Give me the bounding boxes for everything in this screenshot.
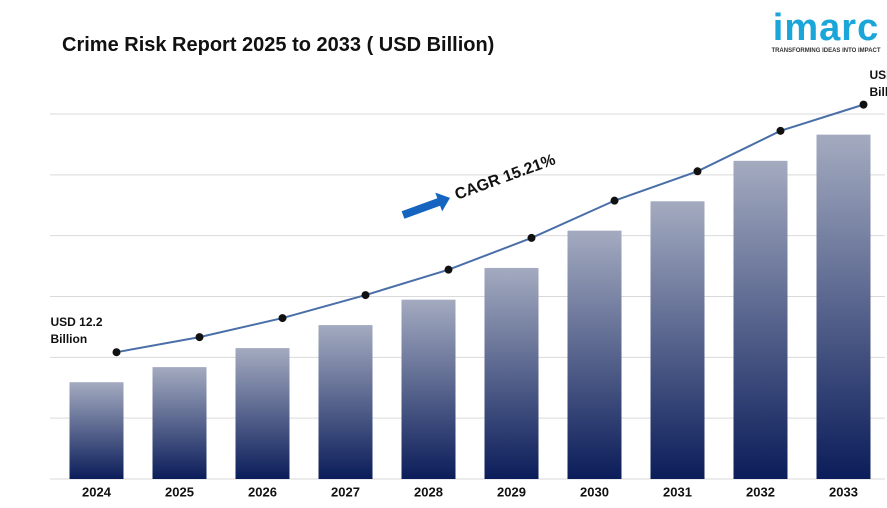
x-tick-label: 2026 (248, 484, 277, 499)
trend-point (776, 126, 785, 135)
x-tick-label: 2031 (663, 484, 692, 499)
trend-point (112, 348, 121, 357)
trend-line (116, 103, 864, 354)
chart-title: Crime Risk Report 2025 to 2033 ( USD Bil… (62, 34, 495, 56)
bar (733, 160, 788, 479)
marks (69, 134, 871, 480)
logo-name: imarc (772, 7, 880, 49)
value-label: USD 43.4 Billion (869, 67, 887, 99)
bar (484, 267, 539, 479)
x-tick-label: 2028 (414, 484, 443, 499)
trend-point (361, 291, 370, 300)
trend-point (610, 196, 619, 205)
bar (401, 299, 456, 479)
x-tick-label: 2032 (746, 484, 775, 499)
logo: imarc TRANSFORMING IDEAS INTO IMPACT (770, 8, 882, 54)
trend-point (859, 100, 868, 109)
trend-point (693, 167, 702, 176)
x-tick-label: 2024 (82, 484, 112, 499)
trend-point (195, 333, 204, 342)
annotation: CAGR 15.21% (401, 151, 558, 219)
bar (152, 367, 207, 479)
bar (318, 325, 373, 479)
bar (235, 348, 290, 479)
trend-point (278, 314, 287, 323)
x-tick-label: 2030 (580, 484, 609, 499)
bar (567, 230, 622, 479)
logo-tagline: TRANSFORMING IDEAS INTO IMPACT (771, 48, 881, 54)
bar (650, 201, 705, 480)
x-tick-label: 2027 (331, 484, 360, 499)
value-label: USD 12.2 Billion (50, 315, 103, 347)
x-tick-label: 2025 (165, 484, 194, 499)
trend-point (527, 233, 536, 242)
annotation-text: CAGR 15.21% (453, 151, 558, 203)
x-tick-label: 2033 (829, 484, 858, 499)
trend-point (444, 265, 453, 274)
x-tick-label: 2029 (497, 484, 526, 499)
bar (69, 382, 124, 479)
annotation-arrow (401, 192, 450, 219)
bar (816, 134, 871, 479)
